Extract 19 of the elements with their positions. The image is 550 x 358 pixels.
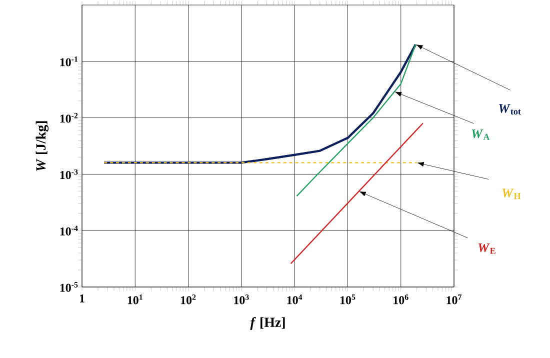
text: W$_{tot}$ [499,104,521,115]
x-tick-label: 10$^{3}$ [234,294,249,304]
text: W$_{H}$ [502,188,521,200]
x-tick-label: 10$^{7}$ [446,294,462,304]
x-tick-label: 10$^{5}$ [340,294,356,304]
y-axis-title: W [J/kg] [36,121,49,171]
y-tick-label: 10$^{-5}$ [60,282,78,292]
y-tick-label: 10$^{-4}$ [60,226,78,236]
y-tick-label: 10$^{-3}$ [60,169,78,180]
y-tick-label: 10$^{-2}$ [60,112,78,123]
x-tick-label: 10$^{1}$ [128,294,142,304]
x-tick-label: 1 [80,294,84,302]
x-tick-label: 10$^{4}$ [287,294,302,304]
x-axis-title: f [Hz] [250,317,285,330]
text: W$_{A}$ [472,130,490,140]
y-tick-label: 10$^{-1}$ [60,56,78,66]
text: W$_{E}$ [478,244,496,254]
x-tick-label: 10$^{2}$ [181,294,196,304]
x-tick-label: 10$^{6}$ [394,294,408,304]
